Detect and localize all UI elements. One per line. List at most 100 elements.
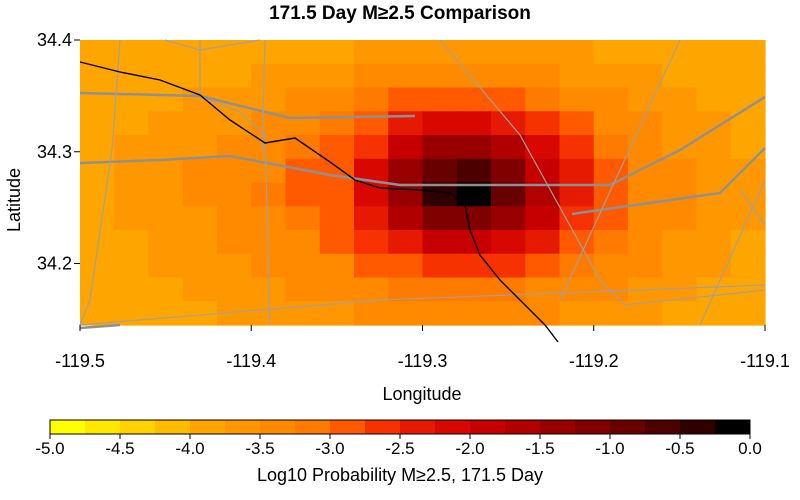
heatmap-cell bbox=[662, 158, 698, 184]
heatmap-cell bbox=[422, 253, 458, 279]
heatmap-cell bbox=[730, 135, 766, 160]
heatmap-cell bbox=[148, 230, 184, 255]
heatmap-cell bbox=[285, 40, 321, 65]
heatmap-cell bbox=[285, 111, 321, 136]
heatmap-cell bbox=[696, 277, 732, 302]
heatmap-cell bbox=[319, 182, 355, 207]
heatmap-cell bbox=[456, 206, 492, 231]
colorbar-tick-label: 0.0 bbox=[738, 439, 762, 458]
boundary-line bbox=[199, 40, 271, 326]
heatmap-cell bbox=[251, 206, 287, 231]
heatmap-cell bbox=[696, 111, 732, 136]
heatmap-cell bbox=[662, 206, 698, 231]
heatmap-cell bbox=[80, 301, 115, 326]
heatmap-cell bbox=[525, 87, 561, 112]
heatmap-cell bbox=[217, 182, 252, 207]
heatmap-cell bbox=[354, 253, 389, 279]
heatmap-cell bbox=[628, 135, 663, 160]
heatmap-cell bbox=[388, 135, 424, 160]
heatmap-cell bbox=[662, 253, 698, 279]
colorbar-ticks: -5.0 -4.5 -4.0 -3.5 -3.0 -2.5 -2.0 -1.5 -1.0 -0.5… bbox=[35, 434, 762, 458]
heatmap-cell bbox=[285, 63, 321, 89]
heatmap-cell bbox=[388, 40, 424, 65]
fault-line bbox=[79, 61, 559, 343]
heatmap-cell bbox=[422, 40, 458, 65]
heatmap-cell bbox=[559, 111, 595, 136]
heatmap-cell bbox=[456, 158, 492, 184]
heatmap-cell bbox=[730, 301, 766, 326]
colorbar-tick-label: -0.5 bbox=[665, 439, 694, 458]
heatmap-cell bbox=[285, 230, 321, 255]
road-line bbox=[79, 91, 416, 120]
heatmap-cell bbox=[559, 135, 595, 160]
map-overlay-lines bbox=[79, 39, 766, 343]
heatmap-cell bbox=[628, 301, 663, 326]
colorbar-segment bbox=[470, 420, 506, 434]
heatmap-cell bbox=[422, 87, 458, 112]
boundary-line bbox=[79, 39, 121, 326]
heatmap-cell bbox=[251, 40, 287, 65]
colorbar-segment bbox=[260, 420, 296, 434]
colorbar-segment bbox=[365, 420, 401, 434]
heatmap-cell bbox=[217, 40, 252, 65]
heatmap-cell bbox=[114, 182, 150, 207]
heatmap-cell bbox=[354, 135, 389, 160]
heatmap-cell bbox=[491, 135, 526, 160]
heatmap-cell bbox=[662, 182, 698, 207]
heatmap-cell bbox=[525, 111, 561, 136]
colorbar-segment bbox=[50, 420, 86, 434]
chart-title: 171.5 Day M≥2.5 Comparison bbox=[269, 3, 531, 24]
heatmap-cell bbox=[491, 182, 526, 207]
colorbar-tick-label: -3.0 bbox=[315, 439, 344, 458]
y-tick-label: 34.3 bbox=[37, 142, 72, 162]
heatmap-cell bbox=[593, 87, 629, 112]
heatmap-cell bbox=[730, 253, 766, 279]
heatmap-cell bbox=[559, 40, 595, 65]
x-tick-label: -119.4 bbox=[226, 351, 276, 371]
heatmap-cell bbox=[388, 301, 424, 326]
heatmap-cell bbox=[217, 63, 252, 89]
heatmap-cell bbox=[422, 111, 458, 136]
heatmap-cell bbox=[354, 182, 389, 207]
heatmap-cell bbox=[730, 230, 766, 255]
heatmap-cell bbox=[80, 206, 115, 231]
heatmap-cell bbox=[730, 277, 766, 302]
heatmap-cell bbox=[319, 63, 355, 89]
heatmap-cell bbox=[251, 301, 287, 326]
y-tick-label: 34.2 bbox=[37, 254, 72, 274]
heatmap-cell bbox=[696, 40, 732, 65]
colorbar bbox=[49, 419, 751, 435]
heatmap-cell bbox=[593, 277, 629, 302]
heatmap-cell bbox=[80, 277, 115, 302]
heatmap-cell bbox=[593, 253, 629, 279]
colorbar-segment bbox=[225, 420, 261, 434]
heatmap-cell bbox=[388, 87, 424, 112]
heatmap-cell bbox=[696, 230, 732, 255]
heatmap-cell bbox=[559, 182, 595, 207]
heatmap-cell bbox=[525, 158, 561, 184]
heatmap-cell bbox=[354, 87, 389, 112]
colorbar-segment bbox=[400, 420, 436, 434]
colorbar-segment bbox=[575, 420, 611, 434]
colorbar-tick-label: -4.5 bbox=[105, 439, 134, 458]
heatmap-cell bbox=[628, 40, 663, 65]
heatmap-cell bbox=[285, 182, 321, 207]
heatmap-cell bbox=[456, 301, 492, 326]
colorbar-segment bbox=[295, 420, 331, 434]
heatmap-cell bbox=[525, 277, 561, 302]
heatmap-cell bbox=[422, 301, 458, 326]
heatmap-cell bbox=[559, 63, 595, 89]
heatmap-cell bbox=[319, 87, 355, 112]
heatmap-cell bbox=[114, 158, 150, 184]
heatmap-cell bbox=[525, 182, 561, 207]
heatmap-cell bbox=[388, 158, 424, 184]
heatmap-cell bbox=[354, 40, 389, 65]
heatmap-cell bbox=[491, 40, 526, 65]
heatmap-cell bbox=[491, 230, 526, 255]
heatmap-cell bbox=[148, 277, 184, 302]
heatmap-cell bbox=[491, 111, 526, 136]
heatmap-cell bbox=[696, 135, 732, 160]
heatmap-cell bbox=[217, 277, 252, 302]
heatmap-cell bbox=[354, 111, 389, 136]
heatmap-cell bbox=[388, 253, 424, 279]
